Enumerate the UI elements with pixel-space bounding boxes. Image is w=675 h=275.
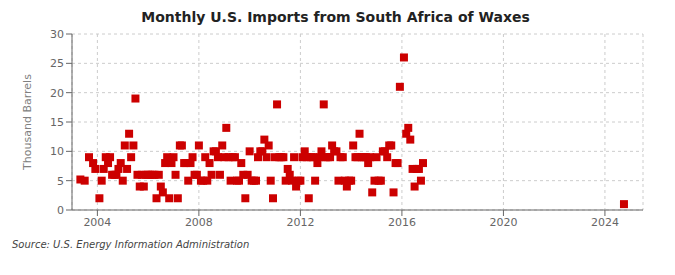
svg-text:0: 0 xyxy=(57,204,64,217)
svg-text:2008: 2008 xyxy=(185,216,213,229)
svg-text:2004: 2004 xyxy=(83,216,111,229)
svg-text:10: 10 xyxy=(50,145,64,158)
svg-text:15: 15 xyxy=(50,116,64,129)
svg-text:2012: 2012 xyxy=(286,216,314,229)
svg-text:5: 5 xyxy=(57,175,64,188)
svg-text:2024: 2024 xyxy=(591,216,619,229)
html-text:Source: U.S. Energy Informatio: Source: U.S. Energy Information Administ… xyxy=(12,239,250,250)
svg-text:2016: 2016 xyxy=(388,216,416,229)
svg-text:25: 25 xyxy=(50,57,64,70)
svg-text:20: 20 xyxy=(50,87,64,100)
svg-text:Thousand Barrels: Thousand Barrels xyxy=(21,74,34,171)
svg-text:30: 30 xyxy=(50,28,64,41)
html-text:Monthly U.S. Imports from Sout: Monthly U.S. Imports from South Africa o… xyxy=(141,9,530,25)
svg-text:2020: 2020 xyxy=(489,216,517,229)
